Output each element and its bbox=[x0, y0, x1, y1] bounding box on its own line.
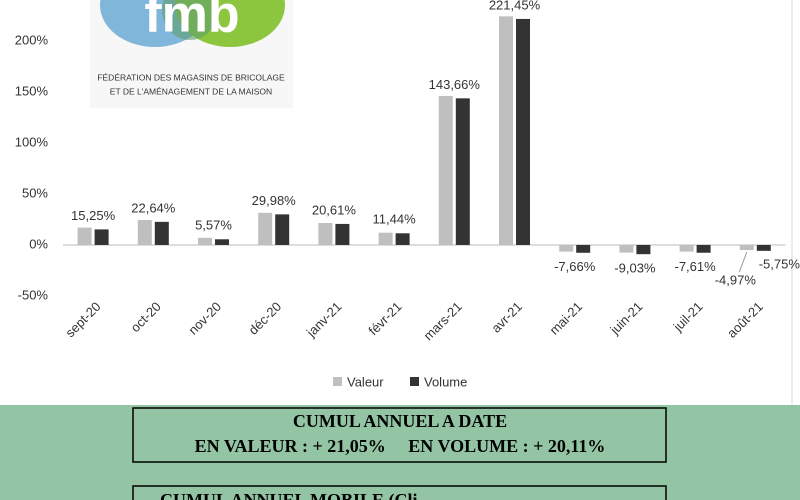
y-tick-label: 50% bbox=[22, 185, 48, 200]
bar bbox=[378, 232, 393, 245]
y-tick-label: 150% bbox=[15, 83, 49, 98]
bar bbox=[679, 244, 694, 252]
bar bbox=[395, 233, 410, 245]
bar bbox=[516, 18, 530, 245]
legend-label: Volume bbox=[424, 374, 467, 389]
y-tick-label: 200% bbox=[15, 32, 49, 47]
y-tick-label: 0% bbox=[29, 236, 48, 251]
summary-box bbox=[132, 407, 667, 463]
y-tick-label: 100% bbox=[15, 134, 49, 149]
y-tick-label: -50% bbox=[18, 287, 49, 302]
data-label: -4,97% bbox=[715, 272, 757, 287]
bar bbox=[154, 221, 169, 245]
bar bbox=[215, 239, 229, 245]
bar bbox=[756, 244, 771, 251]
leader-line bbox=[738, 251, 748, 273]
data-label: 143,66% bbox=[429, 77, 481, 92]
legend-label: Valeur bbox=[347, 374, 384, 389]
bar bbox=[335, 223, 350, 245]
data-label: 22,64% bbox=[131, 200, 176, 215]
bar bbox=[77, 227, 92, 245]
logo-circle bbox=[162, 0, 218, 40]
summary-box bbox=[132, 485, 667, 500]
logo-text: ET DE L'AMÉNAGEMENT DE LA MAISON bbox=[110, 86, 272, 96]
data-label: 5,57% bbox=[195, 218, 232, 233]
legend-swatch bbox=[333, 377, 342, 386]
data-label: 221,45% bbox=[489, 0, 541, 12]
logo-text: FÉDÉRATION DES MAGASINS DE BRICOLAGE bbox=[97, 72, 285, 82]
bar bbox=[739, 244, 754, 251]
bar bbox=[455, 98, 470, 245]
logo-mark: fmb bbox=[144, 0, 239, 44]
logo: fmb FÉDÉRATION DES MAGASINS DE BRICOLAGE… bbox=[90, 0, 293, 108]
data-label: -7,66% bbox=[554, 259, 596, 274]
bar bbox=[318, 223, 333, 245]
bar bbox=[258, 212, 273, 245]
data-label: 20,61% bbox=[312, 202, 357, 217]
data-label: 29,98% bbox=[252, 193, 297, 208]
bar bbox=[275, 214, 290, 245]
data-label: -9,03% bbox=[614, 261, 656, 276]
data-label: -5,75% bbox=[759, 256, 800, 271]
bar bbox=[499, 16, 513, 245]
bar bbox=[576, 244, 591, 253]
bar bbox=[636, 244, 651, 255]
data-label: 15,25% bbox=[71, 208, 116, 223]
bar bbox=[137, 219, 152, 245]
bar bbox=[696, 244, 711, 253]
bar bbox=[198, 237, 212, 245]
bar bbox=[559, 244, 574, 252]
bar bbox=[94, 229, 109, 245]
summary-line: EN VALEUR : + 21,05% EN VOLUME : + 20,11… bbox=[195, 436, 606, 456]
bar bbox=[619, 244, 634, 253]
summary-next-title: CUMUL ANNUEL MOBILE (Cli bbox=[160, 490, 418, 500]
data-label: 11,44% bbox=[373, 212, 417, 227]
data-label: -7,61% bbox=[674, 259, 716, 274]
bar bbox=[438, 95, 453, 245]
legend-swatch bbox=[410, 377, 419, 386]
summary-title: CUMUL ANNUEL A DATE bbox=[293, 411, 507, 431]
